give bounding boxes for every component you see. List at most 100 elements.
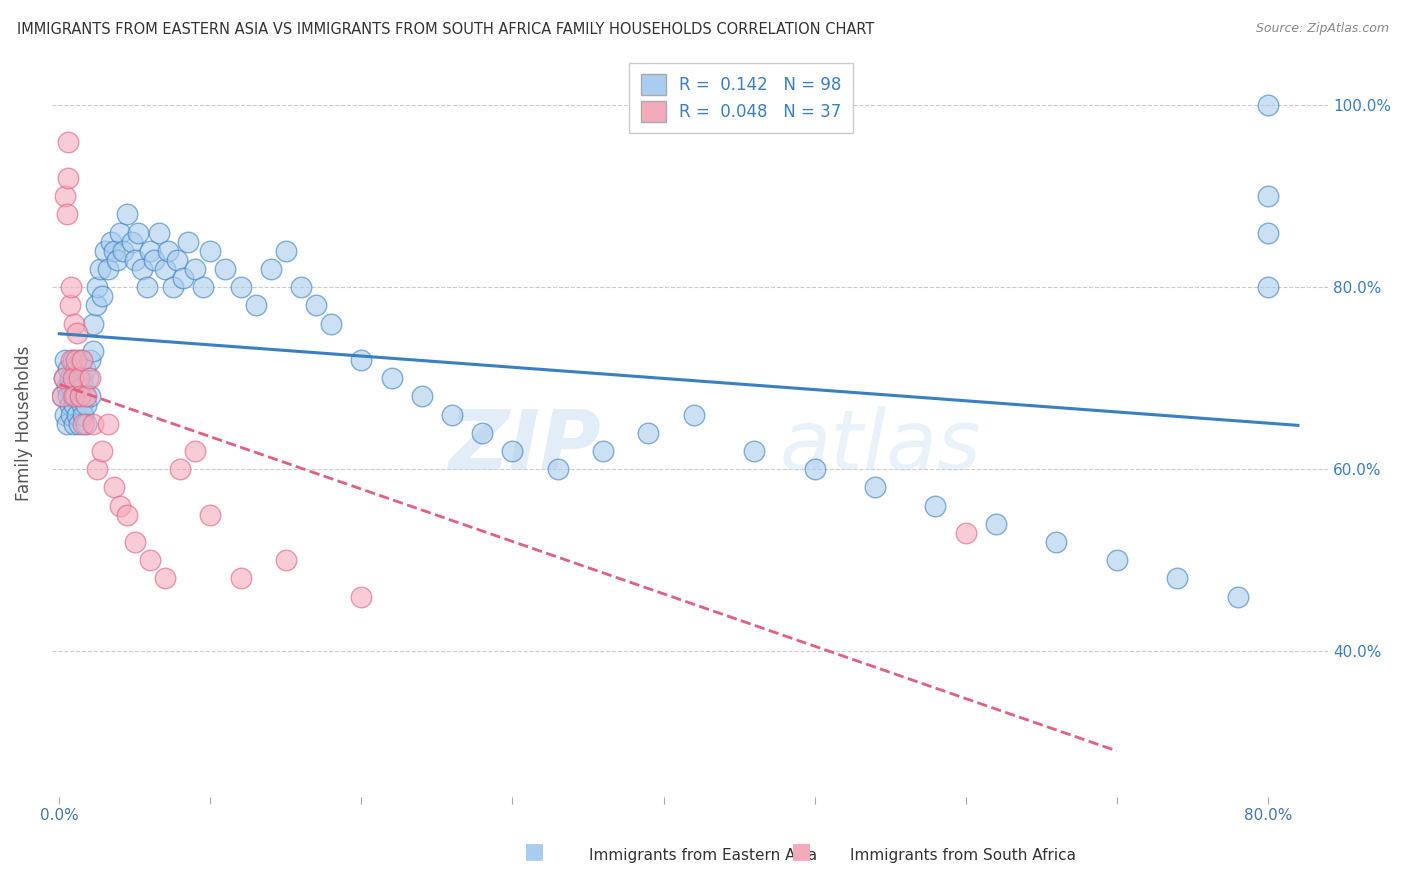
Point <box>274 553 297 567</box>
Point <box>290 280 312 294</box>
Point <box>58 362 80 376</box>
Point <box>84 298 107 312</box>
Point <box>93 244 115 258</box>
Point <box>53 189 76 203</box>
Point <box>82 417 104 431</box>
Point <box>471 425 494 440</box>
Point <box>117 508 139 522</box>
Text: Source: ZipAtlas.com: Source: ZipAtlas.com <box>1256 22 1389 36</box>
Point <box>79 371 101 385</box>
Point <box>111 244 134 258</box>
Text: IMMIGRANTS FROM EASTERN ASIA VS IMMIGRANTS FROM SOUTH AFRICA FAMILY HOUSEHOLDS C: IMMIGRANTS FROM EASTERN ASIA VS IMMIGRAN… <box>17 22 875 37</box>
Point <box>139 244 162 258</box>
Point <box>1257 280 1279 294</box>
Point <box>955 525 977 540</box>
Point <box>77 371 100 385</box>
Point <box>547 462 569 476</box>
Point <box>65 362 87 376</box>
Point <box>924 499 946 513</box>
Point <box>682 408 704 422</box>
Point <box>229 571 252 585</box>
Point <box>108 226 131 240</box>
Point <box>411 389 433 403</box>
Point <box>62 353 84 368</box>
Point <box>139 553 162 567</box>
Y-axis label: Family Households: Family Households <box>15 346 32 501</box>
Point <box>350 353 373 368</box>
Point <box>103 244 125 258</box>
Point <box>60 408 83 422</box>
Point <box>260 262 283 277</box>
Point <box>350 590 373 604</box>
Point <box>90 289 112 303</box>
Point <box>742 444 765 458</box>
Point <box>76 399 98 413</box>
Point <box>148 226 170 240</box>
Point <box>56 207 79 221</box>
Point <box>69 389 91 403</box>
Point <box>76 389 98 403</box>
Point <box>1257 98 1279 112</box>
Point <box>184 262 207 277</box>
Point <box>127 226 149 240</box>
Point <box>62 371 84 385</box>
Point <box>60 380 83 394</box>
Text: atlas: atlas <box>779 406 981 486</box>
Point <box>72 380 94 394</box>
Point <box>69 353 91 368</box>
Point <box>108 499 131 513</box>
Point <box>66 326 89 340</box>
Point <box>65 353 87 368</box>
Point <box>86 462 108 476</box>
Point <box>191 280 214 294</box>
Text: ■: ■ <box>524 841 544 861</box>
Text: Immigrants from South Africa: Immigrants from South Africa <box>851 848 1076 863</box>
Point <box>73 362 96 376</box>
Point <box>124 535 146 549</box>
Point <box>172 271 194 285</box>
Point <box>592 444 614 458</box>
Point <box>52 371 75 385</box>
Point <box>97 262 120 277</box>
Point <box>103 480 125 494</box>
Legend: R =  0.142   N = 98, R =  0.048   N = 37: R = 0.142 N = 98, R = 0.048 N = 37 <box>628 62 853 134</box>
Point <box>82 317 104 331</box>
Point <box>153 571 176 585</box>
Point <box>56 380 79 394</box>
Point <box>105 252 128 267</box>
Point <box>63 417 86 431</box>
Point <box>66 408 89 422</box>
Point <box>60 280 83 294</box>
Point <box>56 417 79 431</box>
Point <box>63 371 86 385</box>
Point <box>72 417 94 431</box>
Point <box>637 425 659 440</box>
Point <box>63 399 86 413</box>
Point <box>62 389 84 403</box>
Point <box>72 408 94 422</box>
Point <box>86 280 108 294</box>
Point <box>143 252 166 267</box>
Point <box>52 371 75 385</box>
Point <box>73 389 96 403</box>
Point <box>82 343 104 358</box>
Point <box>53 408 76 422</box>
Point <box>70 371 93 385</box>
Point <box>803 462 825 476</box>
Point <box>70 353 93 368</box>
Point <box>169 462 191 476</box>
Point <box>65 389 87 403</box>
Point <box>58 389 80 403</box>
Point <box>70 399 93 413</box>
Point <box>1226 590 1249 604</box>
Point <box>59 371 82 385</box>
Point <box>176 235 198 249</box>
Point <box>67 371 90 385</box>
Point <box>67 380 90 394</box>
Point <box>305 298 328 312</box>
Point <box>1166 571 1188 585</box>
Point <box>63 317 86 331</box>
Point <box>863 480 886 494</box>
Point <box>117 207 139 221</box>
Point <box>274 244 297 258</box>
